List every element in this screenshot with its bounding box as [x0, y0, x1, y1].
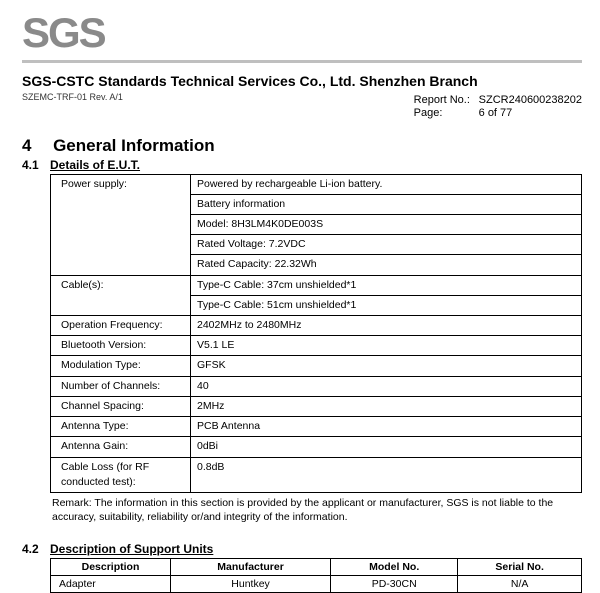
report-no-label: Report No.:	[414, 94, 479, 106]
bt-version-value: V5.1 LE	[191, 336, 582, 356]
antenna-type-label: Antenna Type:	[51, 417, 191, 437]
subsection-number: 4.1	[22, 158, 50, 172]
power-supply-line: Rated Voltage: 7.2VDC	[191, 235, 582, 255]
antenna-gain-label: Antenna Gain:	[51, 437, 191, 457]
section-title-text: General Information	[53, 136, 215, 155]
section-number: 4	[22, 136, 50, 156]
support-cell: Huntkey	[171, 576, 331, 593]
modulation-label: Modulation Type:	[51, 356, 191, 376]
cables-line: Type-C Cable: 37cm unshielded*1	[191, 275, 582, 295]
cables-line: Type-C Cable: 51cm unshielded*1	[191, 295, 582, 315]
op-freq-label: Operation Frequency:	[51, 316, 191, 336]
support-header: Model No.	[331, 559, 458, 576]
power-supply-line: Powered by rechargeable Li-ion battery.	[191, 174, 582, 194]
cable-loss-value: 0.8dB	[191, 457, 582, 492]
support-cell: N/A	[458, 576, 582, 593]
power-supply-line: Battery information	[191, 194, 582, 214]
bt-version-label: Bluetooth Version:	[51, 336, 191, 356]
channels-label: Number of Channels:	[51, 376, 191, 396]
report-meta: Report No.: SZCR240600238202 Page: 6 of …	[414, 94, 582, 120]
antenna-type-value: PCB Antenna	[191, 417, 582, 437]
subsection-4-2: 4.2 Description of Support Units	[22, 542, 582, 556]
power-supply-label: Power supply:	[51, 174, 191, 275]
cable-loss-label: Cable Loss (for RF conducted test):	[51, 457, 191, 492]
doc-reference: SZEMC-TRF-01 Rev. A/1	[22, 92, 123, 102]
support-cell: PD-30CN	[331, 576, 458, 593]
support-units-table: Description Manufacturer Model No. Seria…	[50, 558, 582, 593]
page-value: 6 of 77	[479, 107, 513, 119]
company-name: SGS-CSTC Standards Technical Services Co…	[22, 73, 582, 89]
subsection-title: Details of E.U.T.	[50, 158, 140, 172]
spacing-value: 2MHz	[191, 396, 582, 416]
sgs-logo: SGS	[22, 12, 582, 54]
antenna-gain-value: 0dBi	[191, 437, 582, 457]
section-4-heading: 4 General Information	[22, 136, 582, 156]
power-supply-line: Model: 8H3LM4K0DE003S	[191, 214, 582, 234]
support-header: Serial No.	[458, 559, 582, 576]
support-header: Manufacturer	[171, 559, 331, 576]
logo-underline	[22, 60, 582, 63]
power-supply-line: Rated Capacity: 22.32Wh	[191, 255, 582, 275]
page-label: Page:	[414, 107, 479, 119]
spacing-label: Channel Spacing:	[51, 396, 191, 416]
subsection-title: Description of Support Units	[50, 542, 213, 556]
remark-text: Remark: The information in this section …	[50, 496, 582, 524]
report-no-value: SZCR240600238202	[479, 94, 582, 106]
subsection-4-1: 4.1 Details of E.U.T.	[22, 158, 582, 172]
eut-details-table: Power supply: Powered by rechargeable Li…	[50, 174, 582, 494]
modulation-value: GFSK	[191, 356, 582, 376]
channels-value: 40	[191, 376, 582, 396]
subsection-number: 4.2	[22, 542, 50, 556]
support-header: Description	[51, 559, 171, 576]
support-cell: Adapter	[51, 576, 171, 593]
op-freq-value: 2402MHz to 2480MHz	[191, 316, 582, 336]
cables-label: Cable(s):	[51, 275, 191, 315]
